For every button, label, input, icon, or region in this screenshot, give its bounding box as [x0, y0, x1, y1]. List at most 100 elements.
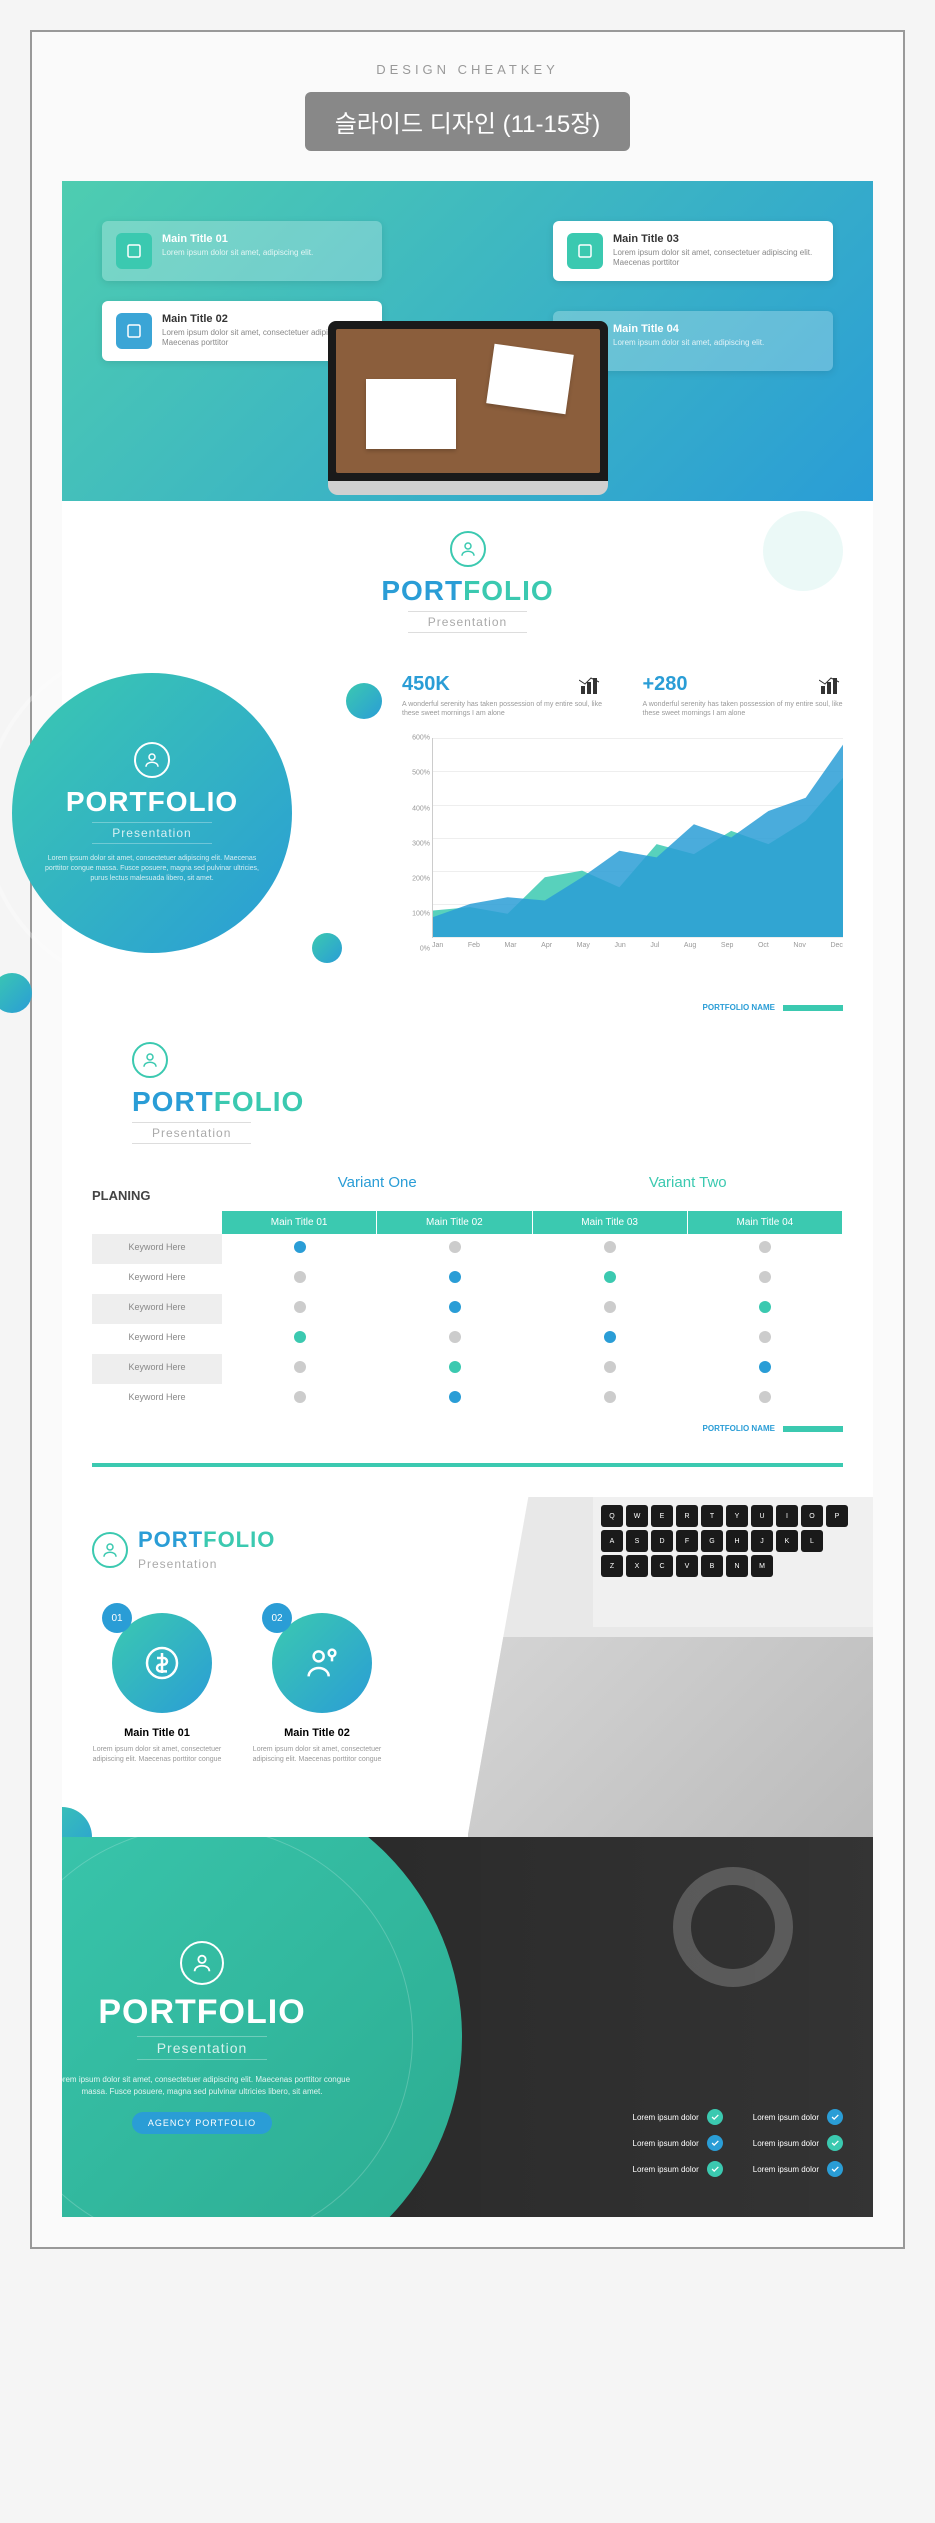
keyword-cell: Keyword Here — [92, 1264, 222, 1294]
feature-badge: 01 — [102, 1603, 132, 1633]
list-item-text: Lorem ipsum dolor — [753, 2113, 819, 2122]
chart-ylabel: 300% — [412, 840, 430, 847]
keyword-cell: Keyword Here — [92, 1384, 222, 1414]
keyboard-key: K — [776, 1530, 798, 1552]
user-icon — [134, 742, 170, 778]
dot-cell — [377, 1384, 532, 1414]
dot-cell — [222, 1354, 377, 1384]
list-item-text: Lorem ipsum dolor — [633, 2165, 699, 2174]
check-list-item: Lorem ipsum dolor — [753, 2161, 843, 2177]
chart-icon — [819, 676, 843, 694]
dot-cell — [377, 1264, 532, 1294]
footer-label: PORTFOLIO NAME — [62, 1003, 873, 1012]
keyword-cell: Keyword Here — [92, 1234, 222, 1264]
keyboard-key: C — [651, 1555, 673, 1577]
keyboard-key: O — [801, 1505, 823, 1527]
info-card: Main Title 01Lorem ipsum dolor sit amet,… — [102, 221, 382, 281]
keyboard-key: D — [651, 1530, 673, 1552]
status-dot — [604, 1331, 616, 1343]
header-title: 슬라이드 디자인 (11-15장) — [305, 92, 631, 151]
keyboard-key: F — [676, 1530, 698, 1552]
keyboard-key: X — [626, 1555, 648, 1577]
keyboard-key: V — [676, 1555, 698, 1577]
stat-description: A wonderful serenity has taken possessio… — [402, 700, 603, 718]
dot-cell — [222, 1294, 377, 1324]
slide-4: PORTFOLIO Presentation 01Main Title 01Lo… — [62, 1497, 873, 1837]
check-icon — [827, 2161, 843, 2177]
keyword-cell: Keyword Here — [92, 1294, 222, 1324]
keyboard-key: E — [651, 1505, 673, 1527]
feature-title: Main Title 01 — [92, 1727, 222, 1739]
user-icon — [92, 1532, 128, 1568]
status-dot — [294, 1301, 306, 1313]
dot-cell — [377, 1294, 532, 1324]
laptop-mockup — [328, 321, 608, 501]
notebook-image — [468, 1637, 874, 1837]
dot-cell — [222, 1384, 377, 1414]
status-dot — [449, 1301, 461, 1313]
decor-circle — [312, 933, 342, 963]
user-icon — [450, 531, 486, 567]
variant-header: Variant Two — [533, 1174, 844, 1191]
keyboard-key: N — [726, 1555, 748, 1577]
agency-button[interactable]: AGENCY PORTFOLIO — [132, 2112, 272, 2134]
table-row: Keyword Here — [92, 1264, 843, 1294]
dot-cell — [533, 1354, 688, 1384]
keyboard-key: R — [676, 1505, 698, 1527]
status-dot — [294, 1241, 306, 1253]
dot-cell — [688, 1384, 843, 1414]
chart-xlabel: Apr — [541, 942, 552, 949]
keyboard-key: G — [701, 1530, 723, 1552]
user-icon — [180, 1941, 224, 1985]
decor-ring — [673, 1867, 793, 1987]
dot-cell — [222, 1234, 377, 1264]
dot-cell — [222, 1324, 377, 1354]
variant-header: Variant One — [222, 1174, 533, 1191]
header-section: DESIGN CHEATKEY 슬라이드 디자인 (11-15장) — [62, 62, 873, 151]
dot-cell — [688, 1264, 843, 1294]
check-icon — [827, 2109, 843, 2125]
chart-ylabel: 600% — [412, 735, 430, 742]
table-subheader: Main Title 04 — [688, 1211, 843, 1234]
keyboard-key: A — [601, 1530, 623, 1552]
keyword-cell: Keyword Here — [92, 1354, 222, 1384]
status-dot — [294, 1331, 306, 1343]
check-list-item: Lorem ipsum dolor — [633, 2161, 723, 2177]
keyboard-key: B — [701, 1555, 723, 1577]
presentation-subtitle: Presentation — [137, 2036, 268, 2060]
chart-xlabel: Mar — [505, 942, 517, 949]
card-icon — [116, 313, 152, 349]
status-dot — [294, 1271, 306, 1283]
card-icon — [116, 233, 152, 269]
chart-xlabel: Nov — [793, 942, 805, 949]
header-subtitle: DESIGN CHEATKEY — [62, 62, 873, 77]
dot-cell — [533, 1384, 688, 1414]
status-dot — [604, 1391, 616, 1403]
status-dot — [604, 1301, 616, 1313]
status-dot — [604, 1361, 616, 1373]
slide-5: PORTFOLIO Presentation Lorem ipsum dolor… — [62, 1837, 873, 2217]
decor-circle — [0, 973, 32, 1013]
chart-ylabel: 500% — [412, 770, 430, 777]
stat-value: 450K — [402, 673, 450, 696]
chart-xlabel: Dec — [830, 942, 842, 949]
keyboard-key: J — [751, 1530, 773, 1552]
info-card: Main Title 03Lorem ipsum dolor sit amet,… — [553, 221, 833, 281]
list-item-text: Lorem ipsum dolor — [633, 2113, 699, 2122]
slide5-circle: PORTFOLIO Presentation Lorem ipsum dolor… — [62, 1837, 462, 2217]
list-item-text: Lorem ipsum dolor — [753, 2139, 819, 2148]
planing-label: PLANING — [92, 1174, 222, 1203]
chart-icon — [579, 676, 603, 694]
keyboard-key: T — [701, 1505, 723, 1527]
portfolio-title: PORTFOLIO — [66, 786, 238, 818]
table-row: Keyword Here — [92, 1234, 843, 1264]
keyboard-key: S — [626, 1530, 648, 1552]
circle-description: Lorem ipsum dolor sit amet, consectetuer… — [42, 854, 262, 883]
check-icon — [707, 2135, 723, 2151]
check-icon — [827, 2135, 843, 2151]
area-chart — [432, 738, 843, 938]
chart-xlabel: Jan — [432, 942, 443, 949]
chart-xlabel: Sep — [721, 942, 733, 949]
check-list-item: Lorem ipsum dolor — [753, 2109, 843, 2125]
chart-xlabel: Aug — [684, 942, 696, 949]
